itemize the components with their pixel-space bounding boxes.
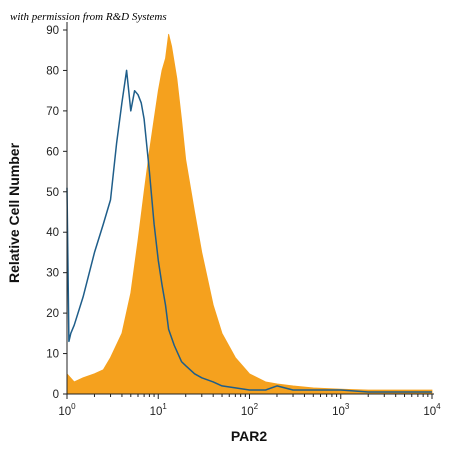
x-tick-label: 102 [241,402,259,418]
x-tick-label: 103 [332,402,350,418]
y-tick-label: 60 [46,146,59,158]
y-tick-label: 40 [46,227,59,239]
histogram-series-0-filled [66,33,433,395]
y-tick-label: 20 [46,308,59,320]
x-tick-label: 104 [423,402,441,418]
plot-axes: 0 10 20 30 40 50 60 70 80 90 100 101 102 103 104 [46,22,441,418]
y-tick-label: 80 [46,65,59,77]
histogram-series-1-line [66,69,432,393]
x-axis-title: PAR2 [231,428,268,444]
plot-series [66,33,433,395]
y-tick-label: 70 [46,106,59,118]
credit-text: with permission from R&D Systems [10,11,167,23]
x-tick-label: 101 [150,402,168,418]
x-tick-label: 100 [58,402,76,418]
y-tick-label: 10 [46,349,59,361]
y-tick-label: 30 [46,268,59,280]
y-tick-label: 0 [53,389,59,401]
y-tick-label: 90 [46,25,59,37]
y-axis-title: Relative Cell Number [6,142,22,283]
y-tick-label: 50 [46,187,59,199]
